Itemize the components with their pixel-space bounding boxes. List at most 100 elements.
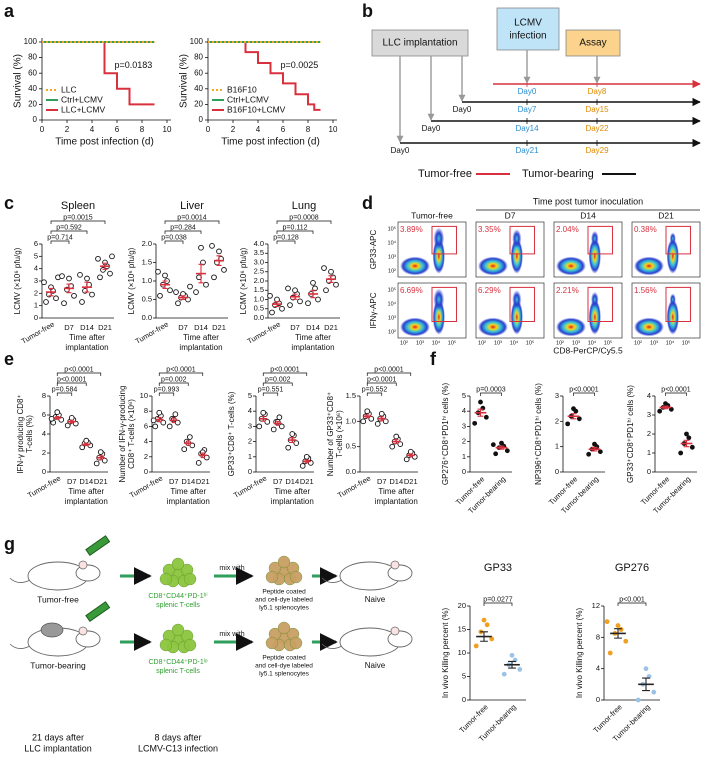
data-point xyxy=(89,291,95,298)
data-point xyxy=(499,440,504,446)
stage-label: infection xyxy=(509,31,546,42)
y-axis-label: Survival (%) xyxy=(13,54,24,108)
density xyxy=(556,317,586,337)
x-tick-label: 2 xyxy=(65,125,70,134)
p-value: p<0.0001 xyxy=(661,386,690,393)
x-axis-label: CD8-PerCP/Cy5.5 xyxy=(553,345,623,355)
survival-line xyxy=(208,41,321,111)
p-value: p<0.0001 xyxy=(367,376,396,383)
x-tick-label: D7 xyxy=(64,323,74,332)
data-point xyxy=(84,275,90,282)
x-tick-label: 10² xyxy=(556,340,564,346)
data-point xyxy=(303,453,310,460)
p-value: p=0.0003 xyxy=(476,386,505,393)
cell xyxy=(183,638,197,652)
data-point xyxy=(107,270,113,277)
column-label: D7 xyxy=(505,210,516,220)
y-tick-label: 3.0 xyxy=(254,257,264,266)
density xyxy=(634,256,664,276)
p-value: p=0.0014 xyxy=(177,214,206,221)
day-label: Day7 xyxy=(518,105,537,114)
data-point xyxy=(167,287,173,294)
data-point xyxy=(59,273,65,279)
x-tick-label: Tumor-free xyxy=(232,474,268,500)
bracket xyxy=(50,230,88,234)
y-tick-label: 0.5 xyxy=(254,304,264,313)
chart-title: Lung xyxy=(292,200,316,212)
y-tick-label: 4 xyxy=(596,664,600,673)
gate-percent: 2.21% xyxy=(556,286,579,295)
density xyxy=(590,230,599,247)
y-tick-label: 0 xyxy=(34,313,38,322)
data-point xyxy=(68,415,75,421)
y-tick-label: 2.0 xyxy=(254,276,264,285)
legend-label: Tumor-bearing xyxy=(522,168,594,180)
cell-label: splenic T-cells xyxy=(156,668,200,675)
density xyxy=(590,291,599,308)
x-tick-label: D21 xyxy=(94,477,108,486)
bracket xyxy=(56,372,102,376)
data-point xyxy=(333,281,339,288)
data-point xyxy=(155,268,161,275)
data-point xyxy=(83,437,90,444)
x-tick-label: 10³ xyxy=(494,340,502,346)
cell-label: splenic T-cells xyxy=(156,602,200,609)
x-axis-label: implantation xyxy=(179,343,222,352)
x-axis-label: implantation xyxy=(65,497,108,506)
data-point xyxy=(292,287,298,294)
legend-label: B16F10 xyxy=(227,84,257,94)
y-tick-label: 0 xyxy=(144,467,148,476)
y-tick-label: 4 xyxy=(144,437,148,446)
data-point xyxy=(267,292,273,299)
y-tick-label: 0 xyxy=(555,467,559,476)
p-value: p=0.551 xyxy=(258,386,284,393)
y-axis-label: NP396⁺CD8⁺PD1ʰⁱ cells (%) xyxy=(534,383,543,485)
y-tick-label: 100 xyxy=(24,37,38,46)
bracket xyxy=(573,392,595,396)
data-point xyxy=(382,418,389,425)
data-point xyxy=(61,300,67,307)
data-point xyxy=(156,409,163,416)
bracket xyxy=(158,392,175,396)
day-label: Day22 xyxy=(585,124,609,133)
data-point xyxy=(66,275,72,282)
target-label: Peptide coated xyxy=(262,589,306,596)
p-value: p=0.128 xyxy=(273,234,299,241)
x-tick-label: 2 xyxy=(231,125,236,134)
y-axis-label: GP33⁺CD8⁺PD1ʰⁱ cells (%) xyxy=(626,385,635,483)
data-point xyxy=(576,416,582,422)
column-label: Tumor-free xyxy=(411,210,453,220)
data-point xyxy=(97,449,104,455)
x-axis-label: Time after xyxy=(183,333,219,342)
y-tick-label: 60 xyxy=(28,68,37,77)
data-point xyxy=(187,283,193,290)
y-tick-label: 0 xyxy=(33,115,38,124)
data-point xyxy=(663,401,668,406)
mix-label: mix with xyxy=(219,631,244,638)
mouse-tail xyxy=(321,643,343,649)
data-point xyxy=(484,622,490,628)
group-label: Tumor-free xyxy=(37,594,79,604)
y-axis-label: Survival (%) xyxy=(179,54,190,108)
x-axis-label: implantation xyxy=(167,497,210,506)
y-tick-label: 12 xyxy=(592,601,600,610)
data-point xyxy=(160,419,167,426)
survival-line xyxy=(42,41,155,106)
stage-label: Assay xyxy=(579,38,606,49)
data-point xyxy=(287,302,293,308)
chart-title: Spleen xyxy=(61,200,95,212)
x-tick-label: Tumor-free xyxy=(20,320,56,346)
data-point xyxy=(403,456,410,463)
bracket xyxy=(366,382,397,386)
stage-label: LCMV xyxy=(514,18,542,29)
y-tick-label: 1.5 xyxy=(142,257,152,266)
cell xyxy=(265,570,279,584)
y-tick-label: 1 xyxy=(462,452,466,461)
y-tick-label: 5 xyxy=(462,671,466,680)
axis xyxy=(359,396,418,473)
data-point xyxy=(489,636,495,642)
gate-percent: 2.04% xyxy=(556,225,579,234)
x-tick-label: Tumor-free xyxy=(26,474,62,500)
x-tick-label: D21 xyxy=(300,477,314,486)
mouse-ear xyxy=(390,560,400,570)
